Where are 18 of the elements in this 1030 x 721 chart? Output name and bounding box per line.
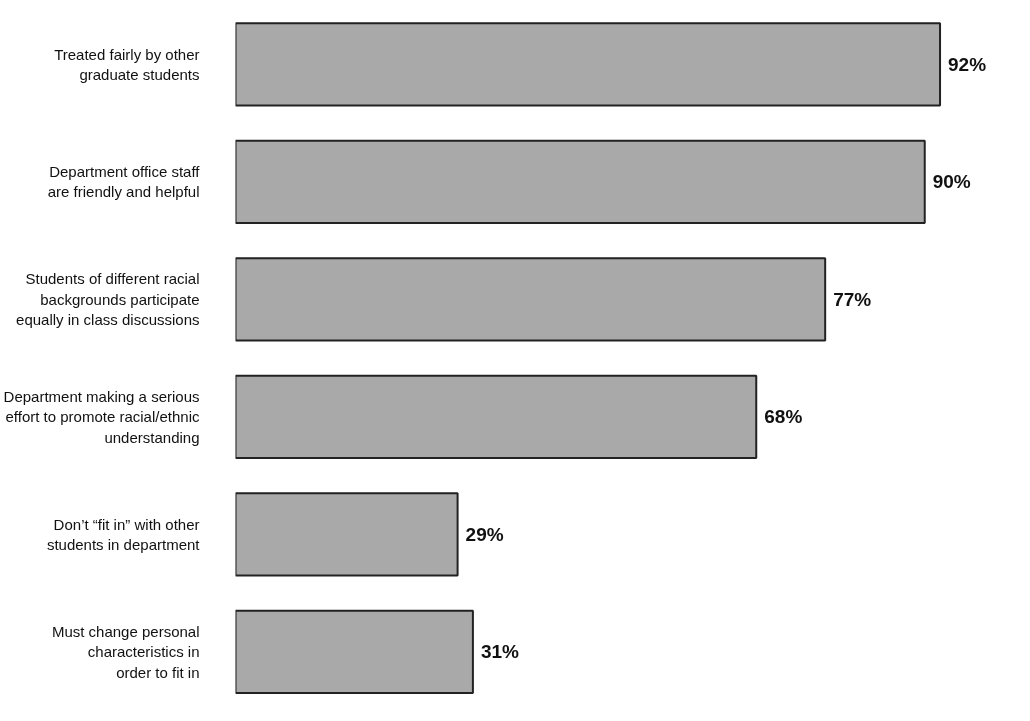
data-label: 77% [833,288,872,310]
data-label: 92% [948,53,987,75]
bar [235,139,926,224]
bar [235,609,474,694]
data-label: 31% [480,641,520,663]
data-label: 68% [764,406,803,428]
y-tick-label: Treated fairly by other graduate students [54,45,200,83]
bar [235,257,827,342]
data-label: 29% [465,523,504,545]
bar [235,374,758,459]
y-tick-label: Must change personal characteristics in order to fit in [51,622,200,681]
bar [235,492,459,577]
y-tick-label: Don’t “fit in” with other students in department [46,515,201,553]
y-tick-label: Students of different racial backgrounds participate equally in class discussions [16,270,200,329]
data-label: 90% [932,171,971,193]
y-tick-label: Department making a serious effort to promote racial/ethnic understanding [3,387,200,446]
y-tick-label: Department office staff are friendly and helpful [47,163,201,201]
bar [235,22,942,107]
